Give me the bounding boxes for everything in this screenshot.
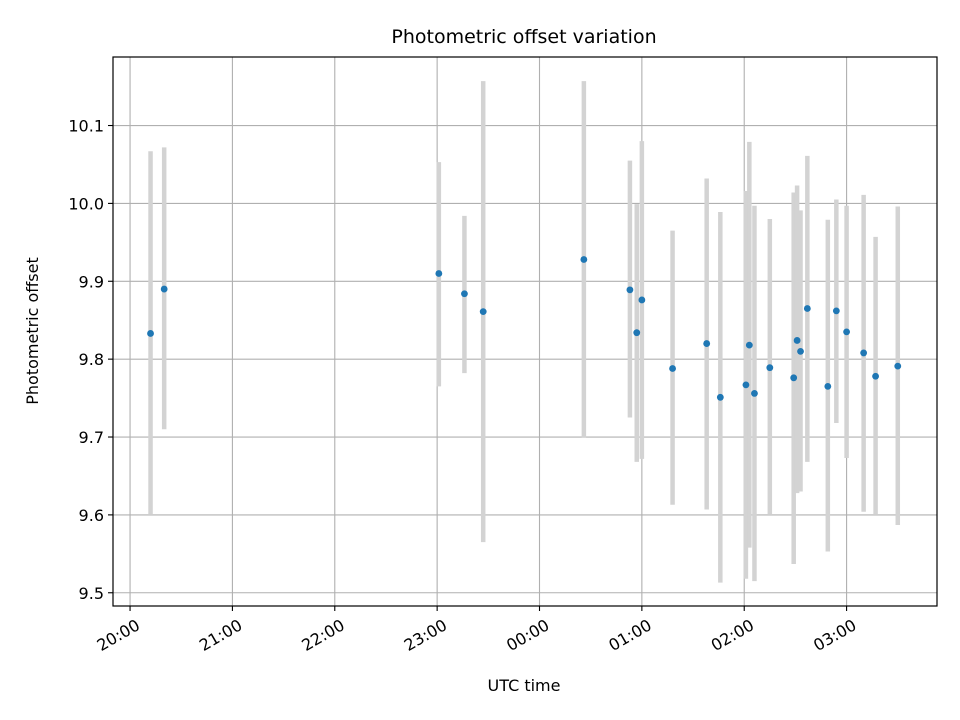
y-axis-title: Photometric offset [23,257,42,405]
data-point [703,340,711,347]
data-point [860,349,868,357]
data-point [790,374,798,382]
data-point [716,393,724,401]
data-point [797,347,804,355]
data-point [638,296,646,304]
y-tick-label: 10.0 [68,194,104,213]
y-tick-label: 9.6 [79,506,104,525]
x-axis-title: UTC time [488,676,561,695]
data-point [832,307,840,315]
y-tick-label: 9.7 [79,428,104,447]
plot-frame [112,56,938,607]
data-point [894,362,902,370]
data-point [872,372,879,380]
y-tick-label: 9.9 [79,272,104,291]
y-axis-ticks: 9.5 9.6 9.7 9.8 9.9 10.0 10.1 [68,117,113,603]
data-point [751,390,758,397]
data-point [745,341,753,349]
y-tick-label: 9.8 [79,350,104,369]
data-point [803,305,811,312]
data-point [766,364,774,372]
data-point [160,285,168,293]
data-point [580,256,588,263]
data-point [479,308,487,316]
data-point [843,328,850,336]
y-tick-label: 9.5 [79,584,104,603]
data-point [633,329,641,337]
data-point [147,330,154,337]
data-point [793,337,801,344]
data-point [435,270,443,277]
chart-title: Photometric offset variation [391,26,656,48]
data-points [147,256,902,401]
data-point [742,381,750,389]
y-tick-label: 10.1 [68,117,104,136]
data-point [669,365,676,372]
data-point [824,383,832,390]
data-point [626,286,634,294]
data-point [461,290,468,298]
